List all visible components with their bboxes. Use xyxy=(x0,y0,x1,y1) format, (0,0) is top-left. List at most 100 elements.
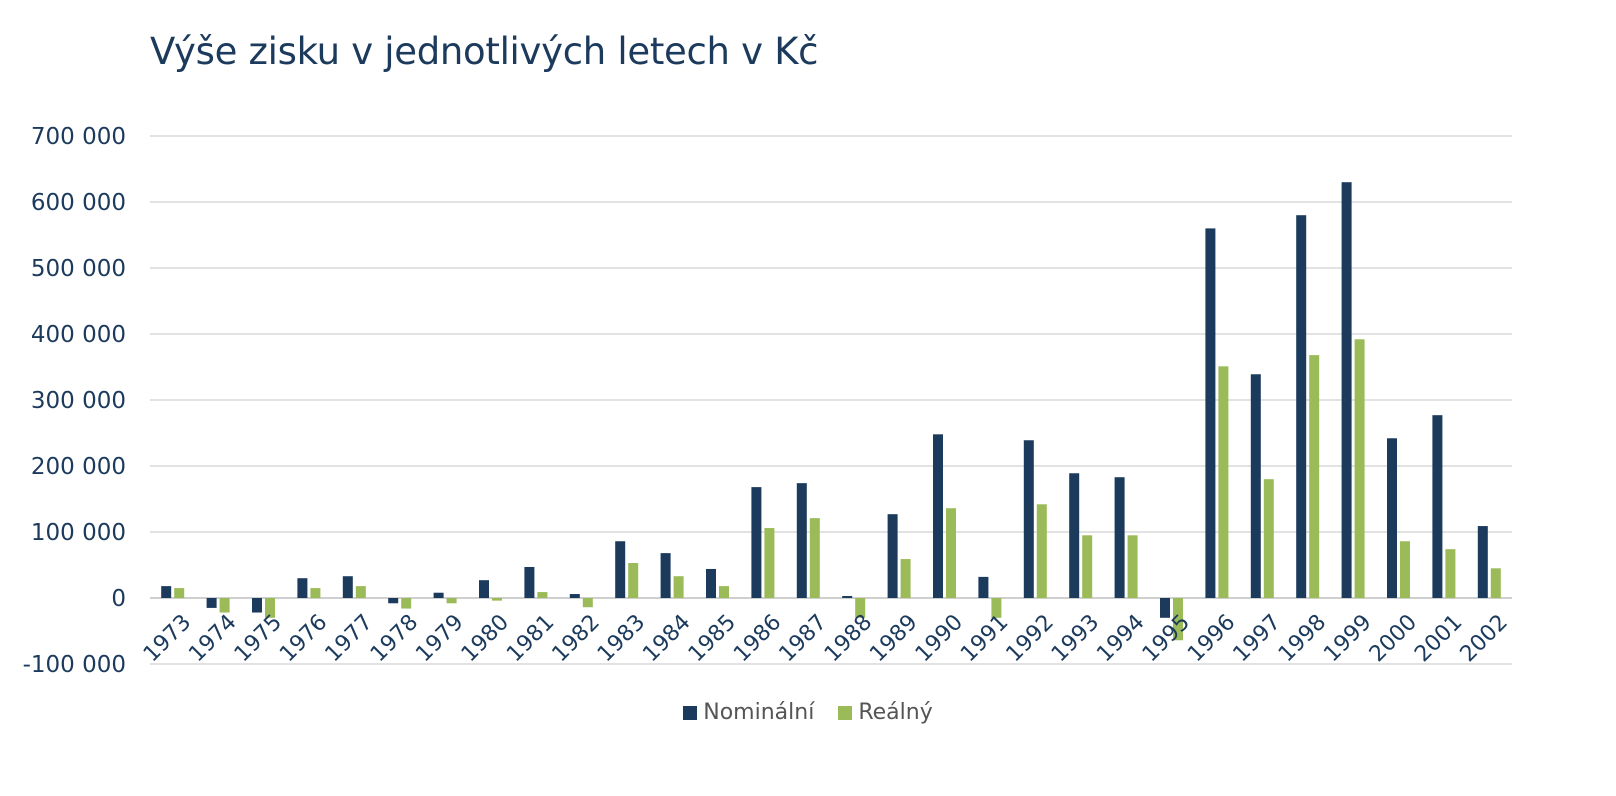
bar-real xyxy=(310,588,321,598)
x-tick-label: 1991 xyxy=(956,610,1013,667)
legend-swatch-real xyxy=(838,705,853,720)
y-tick-label: 600 000 xyxy=(31,190,126,216)
bar-real xyxy=(492,598,502,601)
x-tick-label: 1994 xyxy=(1092,610,1149,667)
y-tick-label: 400 000 xyxy=(31,322,126,348)
x-tick-label: 1997 xyxy=(1229,610,1286,667)
bar-real xyxy=(991,598,1002,618)
x-tick-label: 1985 xyxy=(684,610,741,667)
bar-nominal xyxy=(1160,598,1170,618)
bar-real xyxy=(1400,541,1410,598)
bar-nominal xyxy=(1341,182,1352,598)
bar-real xyxy=(1082,535,1093,598)
x-tick-label: 1973 xyxy=(139,610,196,667)
legend-label-real: Reálný xyxy=(858,700,933,725)
y-tick-label: 100 000 xyxy=(31,520,126,546)
x-tick-label: 1981 xyxy=(502,610,559,667)
x-tick-label: 1974 xyxy=(184,610,241,667)
x-tick-label: 1979 xyxy=(411,610,468,667)
bar-nominal xyxy=(1432,415,1443,598)
y-tick-label: 300 000 xyxy=(31,388,126,414)
bar-nominal xyxy=(1023,440,1034,598)
bar-real xyxy=(1036,504,1047,598)
bar-nominal xyxy=(479,580,489,598)
x-tick-label: 1990 xyxy=(911,610,968,667)
bar-real xyxy=(174,588,185,598)
x-tick-label: 1982 xyxy=(548,610,605,667)
x-tick-label: 1999 xyxy=(1319,610,1376,667)
legend: Nominální Reálný xyxy=(0,700,1616,725)
x-tick-label: 1995 xyxy=(1138,610,1195,667)
x-tick-label: 1989 xyxy=(865,610,922,667)
x-tick-label: 2001 xyxy=(1410,610,1467,667)
bar-real xyxy=(946,508,956,598)
bars xyxy=(161,182,1501,641)
bar-real xyxy=(900,559,911,598)
bar-nominal xyxy=(706,568,716,598)
bar-nominal xyxy=(206,598,217,608)
legend-label-nominal: Nominální xyxy=(703,700,815,725)
y-tick-label: 200 000 xyxy=(31,454,126,480)
bar-nominal xyxy=(342,576,353,598)
x-tick-label: 1976 xyxy=(275,610,332,667)
bar-nominal xyxy=(842,596,853,598)
bar-real xyxy=(1173,598,1183,641)
bar-real xyxy=(582,598,593,608)
legend-swatch-nominal xyxy=(683,705,698,720)
bar-nominal xyxy=(569,594,580,598)
x-tick-label: 1977 xyxy=(321,610,378,667)
x-tick-label: 1980 xyxy=(457,610,514,667)
bar-nominal xyxy=(1205,228,1216,598)
bar-nominal xyxy=(1114,477,1125,598)
bar-real xyxy=(355,586,366,598)
bar-real xyxy=(855,598,866,618)
legend-item-real: Reálný xyxy=(838,700,933,725)
bar-real xyxy=(1127,535,1138,598)
x-tick-label: 1983 xyxy=(593,610,650,667)
bar-real xyxy=(401,598,412,609)
bar-nominal xyxy=(161,586,172,598)
bar-real xyxy=(1309,355,1320,598)
bar-nominal xyxy=(1250,374,1261,598)
bar-nominal xyxy=(1387,438,1397,598)
x-tick-label: 1984 xyxy=(638,610,695,667)
bar-real xyxy=(1490,568,1501,598)
bar-nominal xyxy=(615,541,626,598)
bar-nominal xyxy=(887,514,898,598)
bar-nominal xyxy=(1069,473,1080,598)
bar-nominal xyxy=(297,578,308,598)
bar-real xyxy=(764,528,775,598)
bar-real xyxy=(1218,366,1229,598)
bar-real xyxy=(219,598,230,613)
x-tick-label: 1978 xyxy=(366,610,423,667)
bar-real xyxy=(1354,339,1365,598)
x-tick-label: 1987 xyxy=(775,610,832,667)
y-tick-label: 700 000 xyxy=(31,124,126,150)
bar-real xyxy=(265,598,275,618)
x-tick-label: 1986 xyxy=(729,610,786,667)
x-tick-label: 1998 xyxy=(1274,610,1331,667)
chart-title: Výše zisku v jednotlivých letech v Kč xyxy=(150,30,819,73)
bar-nominal xyxy=(433,592,444,598)
x-tick-label: 1992 xyxy=(1002,610,1059,667)
y-axis-ticks: -100 000 0 100 000 200 000 300 000 400 000 500… xyxy=(23,124,126,678)
bar-nominal xyxy=(978,576,989,598)
x-tick-label: 1975 xyxy=(230,610,287,667)
bar-nominal xyxy=(524,566,535,598)
x-tick-label: 2000 xyxy=(1365,610,1422,667)
bar-nominal xyxy=(751,487,762,598)
x-tick-label: 1993 xyxy=(1047,610,1104,667)
bar-nominal xyxy=(1296,215,1307,598)
bar-nominal xyxy=(388,598,399,604)
bar-real xyxy=(628,563,639,598)
bar-real xyxy=(537,592,548,598)
bar-nominal xyxy=(252,598,262,613)
legend-item-nominal: Nominální xyxy=(683,700,814,725)
bar-nominal xyxy=(933,434,943,598)
y-tick-label: -100 000 xyxy=(23,652,126,678)
bar-nominal xyxy=(1477,526,1488,598)
bar-real xyxy=(809,518,820,598)
bar-real xyxy=(1263,479,1274,598)
bar-real xyxy=(1445,549,1456,598)
